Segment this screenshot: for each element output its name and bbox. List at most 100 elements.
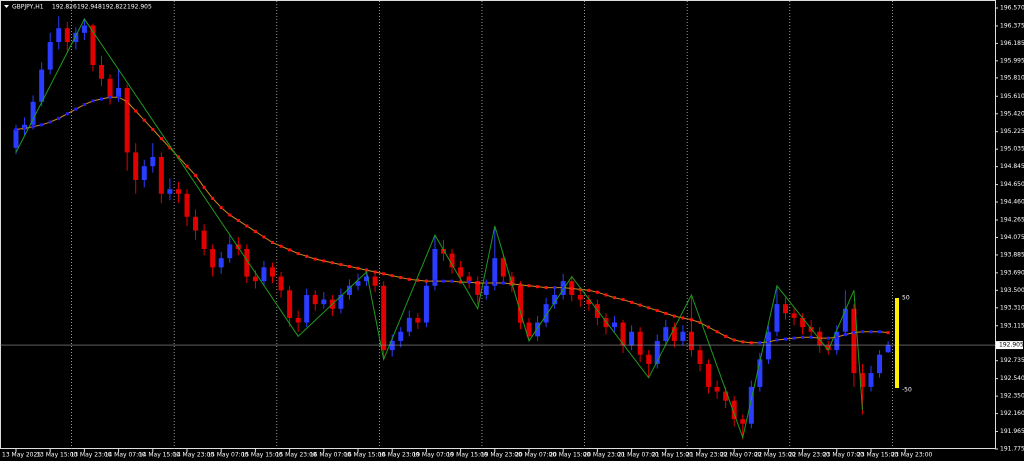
x-tick-label: 14 May 15:00 — [139, 452, 180, 459]
ma-dot — [766, 340, 770, 344]
y-tick-label: 193.885 — [1000, 251, 1024, 258]
header-quote: 192.822 — [102, 4, 127, 11]
candle-body — [90, 25, 96, 66]
x-tick-label: 16 May 07:00 — [310, 452, 351, 459]
candle-body — [13, 129, 19, 148]
header-quote: 192.948 — [77, 4, 102, 11]
candle-body — [56, 28, 62, 43]
ma-dot — [125, 100, 129, 104]
candle-body — [304, 294, 310, 323]
ma-dot — [347, 264, 351, 268]
ma-dot — [775, 338, 779, 342]
candle-body — [774, 304, 780, 332]
candle-body — [466, 276, 472, 282]
candle-body — [731, 400, 737, 420]
oscillator-level: -50 — [902, 387, 912, 394]
candle-body — [167, 189, 173, 194]
ma-dot — [159, 137, 163, 141]
y-tick-label: 192.350 — [1000, 393, 1024, 400]
ma-dot — [758, 341, 762, 345]
ma-dot — [630, 300, 634, 304]
candle-body — [671, 327, 677, 341]
y-tick-label: 194.460 — [1000, 199, 1024, 206]
candle-body — [423, 285, 429, 323]
candle-body — [364, 276, 370, 282]
ma-dot — [390, 274, 394, 278]
symbol: GBPJPY,H1 — [12, 4, 44, 11]
candle-body — [483, 285, 489, 295]
ma-dot — [108, 95, 112, 99]
ma-dot — [484, 281, 488, 285]
candle-body — [64, 28, 70, 43]
menu-arrow — [4, 5, 9, 8]
candle-body — [355, 281, 361, 286]
y-tick-label: 194.075 — [1000, 234, 1024, 241]
ma-dot — [330, 261, 334, 265]
y-tick-label: 195.035 — [1000, 146, 1024, 153]
ma-dot — [424, 279, 428, 283]
ma-dot — [356, 266, 360, 270]
x-tick-label: 13 May 15:00 — [36, 452, 77, 459]
ma-dot — [228, 213, 232, 217]
ma-dot — [82, 103, 86, 107]
x-tick-label: 23 May 07:00 — [823, 452, 864, 459]
x-tick-label: 19 May 23:00 — [481, 452, 522, 459]
ma-dot — [23, 126, 27, 130]
y-tick-label: 191.775 — [1000, 446, 1024, 453]
y-tick-label: 191.965 — [1000, 428, 1024, 435]
ma-dot — [501, 281, 505, 285]
x-tick-label: 16 May 15:00 — [344, 452, 385, 459]
candle-body — [201, 230, 207, 249]
ma-dot — [450, 279, 454, 283]
y-tick-label: 195.810 — [1000, 74, 1024, 81]
candle-body — [406, 317, 412, 332]
candle-body — [688, 331, 694, 351]
price-label: 192.905 — [999, 342, 1024, 349]
ma-dot — [638, 303, 642, 307]
x-tick-label: 23 May 15:00 — [857, 452, 898, 459]
x-tick-label: 14 May 23:00 — [173, 452, 214, 459]
candle-body — [261, 267, 267, 282]
candle-body — [877, 354, 883, 374]
x-tick-label: 13 May 23:00 — [70, 452, 111, 459]
candle-body — [346, 285, 352, 295]
ma-dot — [886, 331, 890, 335]
ma-dot — [664, 311, 668, 315]
candle-body — [441, 248, 446, 254]
y-tick-label: 196.185 — [1000, 40, 1024, 47]
ma-dot — [279, 244, 283, 248]
x-tick-label: 16 May 23:00 — [378, 452, 419, 459]
candle-body — [415, 317, 421, 323]
candle-body — [757, 359, 763, 387]
candle-body — [432, 248, 438, 286]
ma-dot — [322, 259, 326, 263]
candle-body — [133, 152, 139, 180]
ma-dot — [40, 123, 44, 127]
price-label-box — [996, 341, 1023, 350]
ma-dot — [544, 286, 548, 290]
ma-dot — [518, 283, 522, 287]
candle-body — [99, 65, 104, 79]
ma-dot — [621, 298, 625, 302]
ma-dot — [595, 290, 599, 294]
candle-body — [372, 276, 378, 286]
candle-body — [338, 294, 344, 309]
ma-dot — [869, 330, 873, 334]
x-tick-label: 19 May 15:00 — [447, 452, 488, 459]
candle-body — [663, 327, 669, 341]
ma-dot — [672, 314, 676, 318]
ma-dot — [442, 279, 445, 283]
ma-dot — [493, 281, 497, 285]
ma-dot — [245, 224, 249, 228]
ma-dot — [31, 125, 35, 129]
ma-dot — [262, 235, 266, 239]
ma-dot — [117, 95, 121, 99]
y-tick-label: 192.540 — [1000, 375, 1024, 382]
ma-dot — [142, 118, 146, 122]
ma-dot — [715, 330, 719, 334]
x-tick-label: 15 May 15:00 — [241, 452, 282, 459]
candle-body — [825, 345, 831, 351]
candle-body — [47, 42, 53, 70]
candle-body — [150, 156, 156, 167]
